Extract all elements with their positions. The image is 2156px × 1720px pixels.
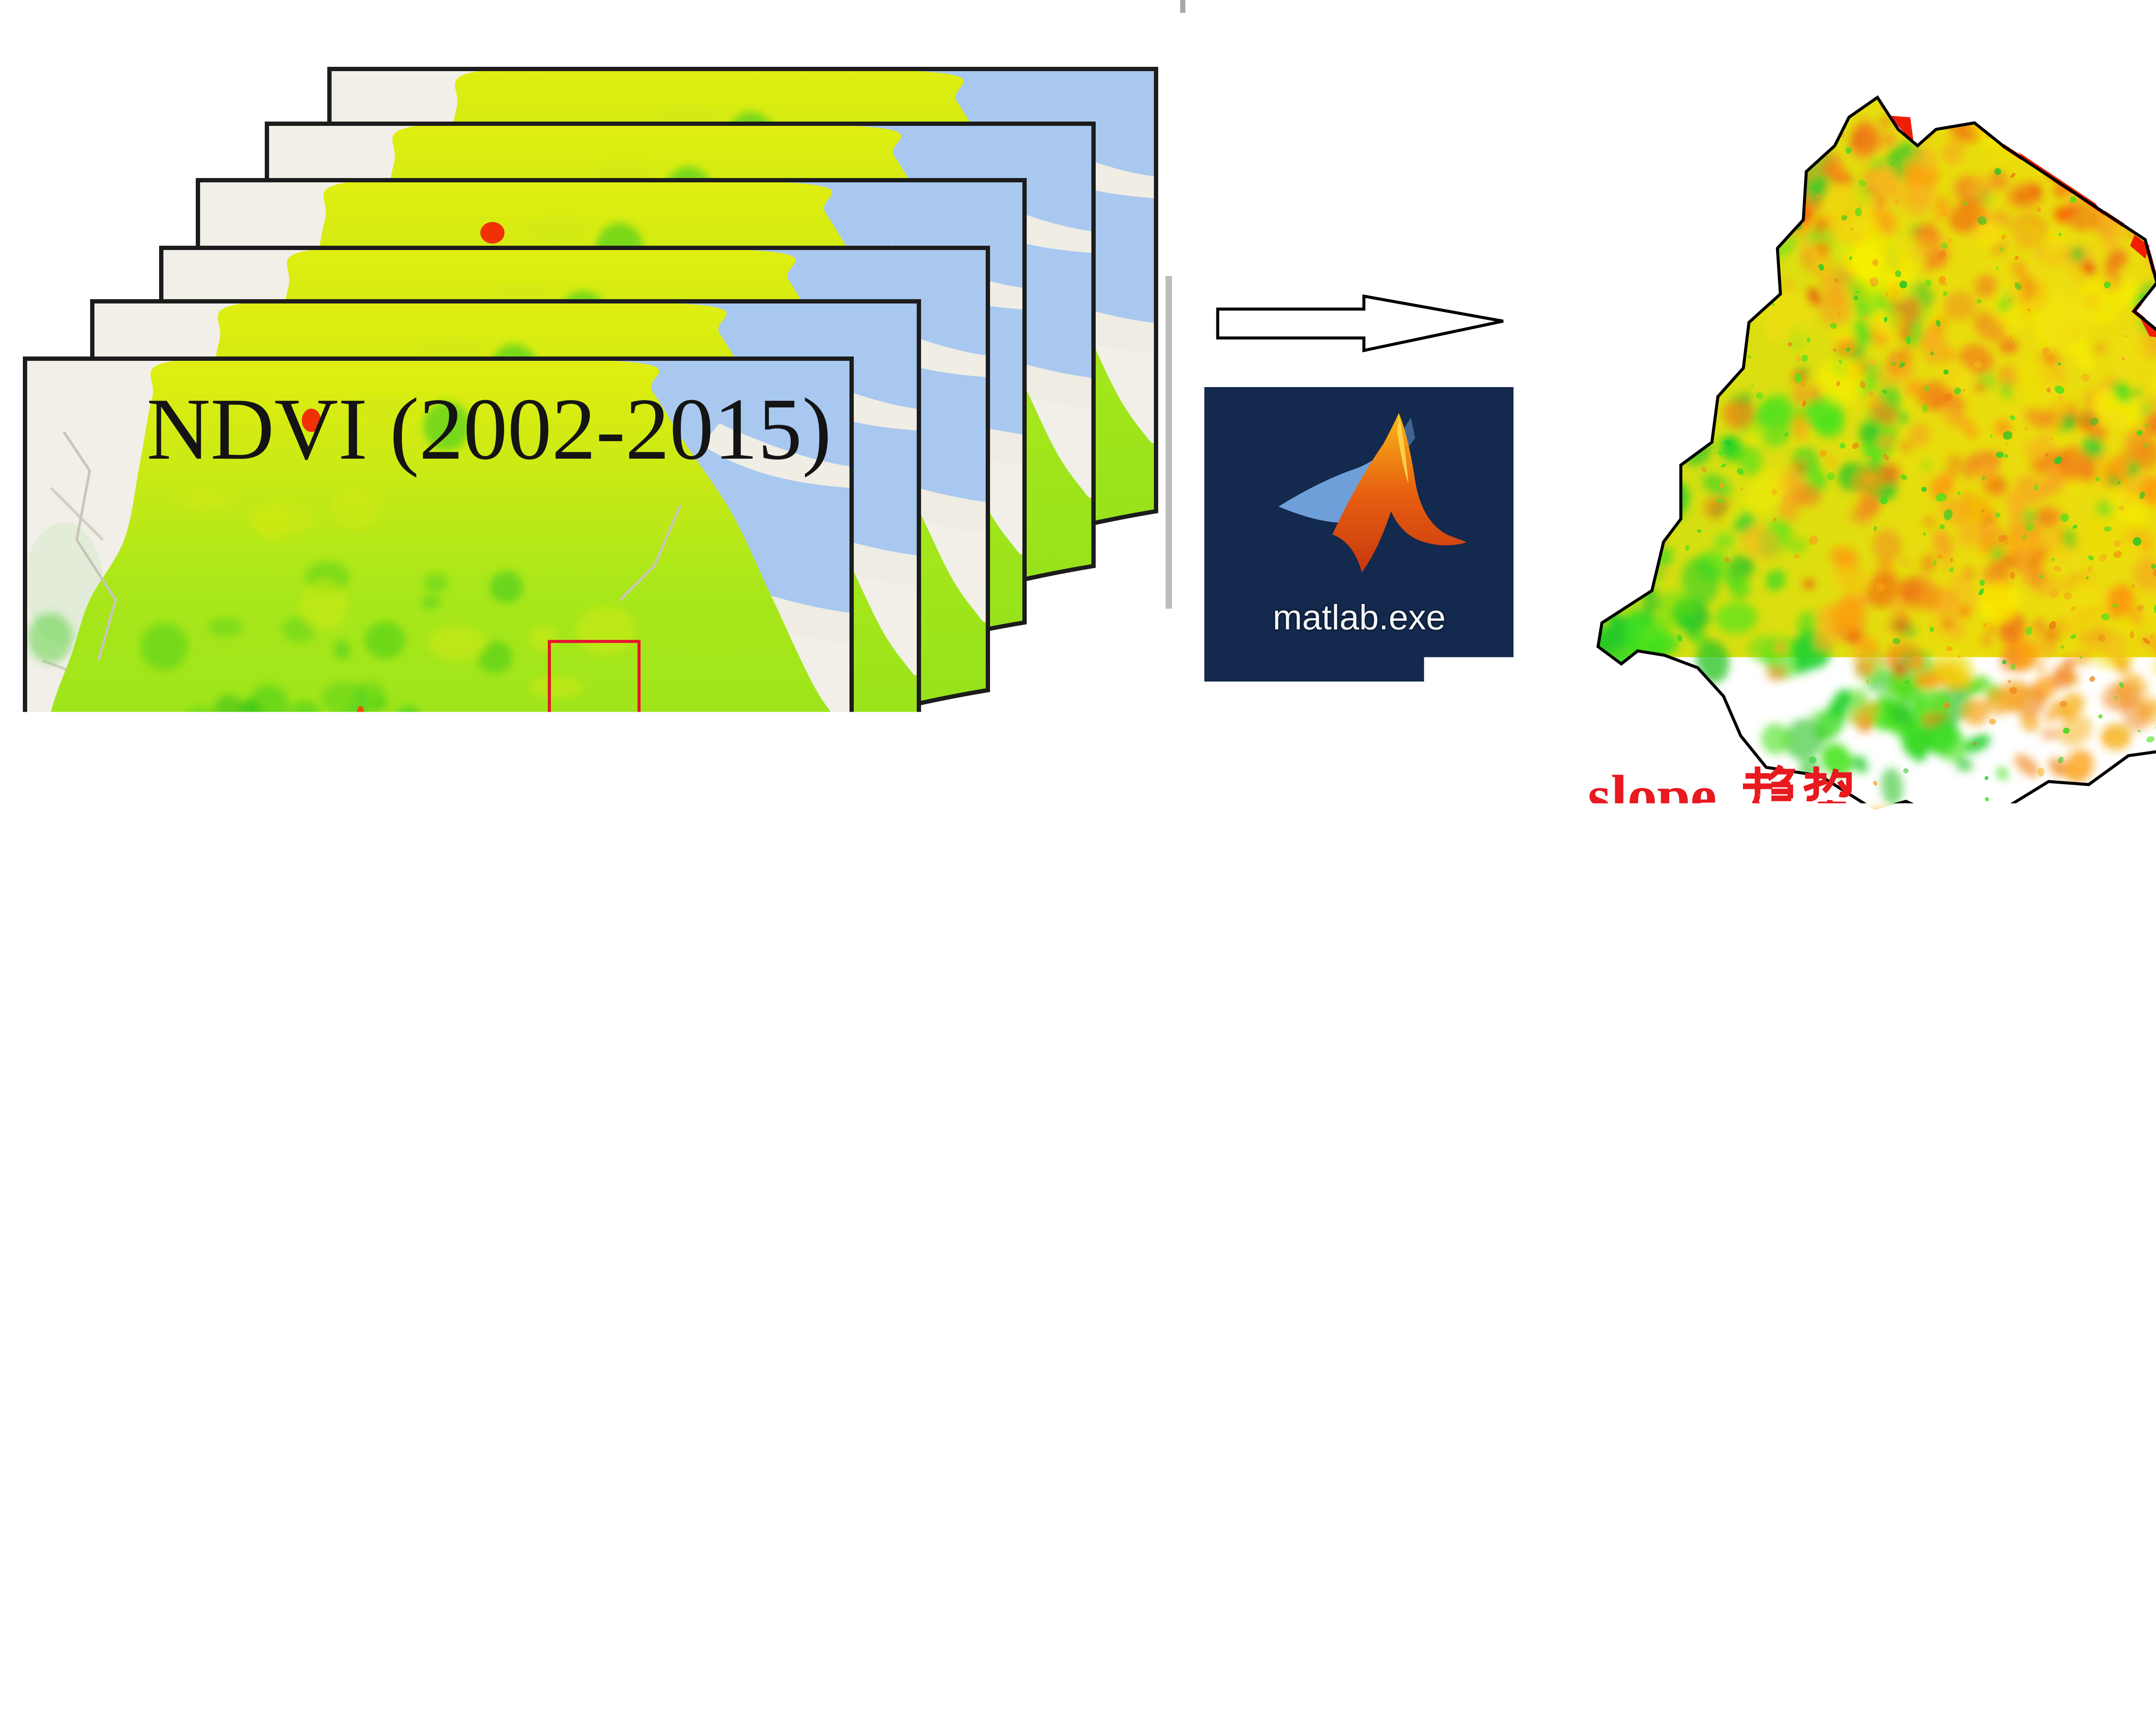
svg-text:400: 400 xyxy=(2146,1544,2156,1575)
svg-text:Rate of Curvature Change (2015: Rate of Curvature Change (2015) xyxy=(1648,1251,2049,1280)
svg-text:0: 0 xyxy=(532,1544,548,1575)
svg-text:0.0040: 0.0040 xyxy=(426,1177,511,1208)
svg-text:0.0030: 0.0030 xyxy=(426,1257,511,1288)
svg-text:Rate of slope chnage: Rate of slope chnage xyxy=(352,1273,389,1598)
svg-text:-0.0010: -0.0010 xyxy=(417,1576,511,1607)
svg-text:matlab.exe: matlab.exe xyxy=(1272,598,1445,637)
svg-text:50: 50 xyxy=(728,1544,758,1575)
svg-text:NDVI (2002-2015): NDVI (2002-2015) xyxy=(147,380,831,478)
svg-text:200: 200 xyxy=(1332,1544,1378,1575)
svg-text:Inflection Points accross NDVI: Inflection Points accross NDVI Curve in xyxy=(753,1140,1360,1176)
svg-text:350: 350 xyxy=(1943,1544,1989,1575)
svg-text:slope: slope xyxy=(1588,763,1717,829)
svg-text:Rate of curvature change (2002: Rate of curvature change (2002) xyxy=(1648,1200,2040,1229)
svg-text:0.0020: 0.0020 xyxy=(426,1337,511,1368)
svg-text:DOY: DOY xyxy=(1194,1614,1258,1647)
svg-text:0.0000: 0.0000 xyxy=(426,1496,511,1527)
svg-text:250: 250 xyxy=(1535,1544,1581,1575)
svg-text:150: 150 xyxy=(1128,1544,1174,1575)
svg-text:0.0050: 0.0050 xyxy=(426,1098,511,1129)
svg-text:0.0010: 0.0010 xyxy=(426,1417,511,1448)
svg-text:100: 100 xyxy=(924,1544,970,1575)
svg-text:300: 300 xyxy=(1739,1544,1785,1575)
svg-text:SACBT (b/n 2002 & 2015): SACBT (b/n 2002 & 2015) xyxy=(864,1198,1249,1235)
